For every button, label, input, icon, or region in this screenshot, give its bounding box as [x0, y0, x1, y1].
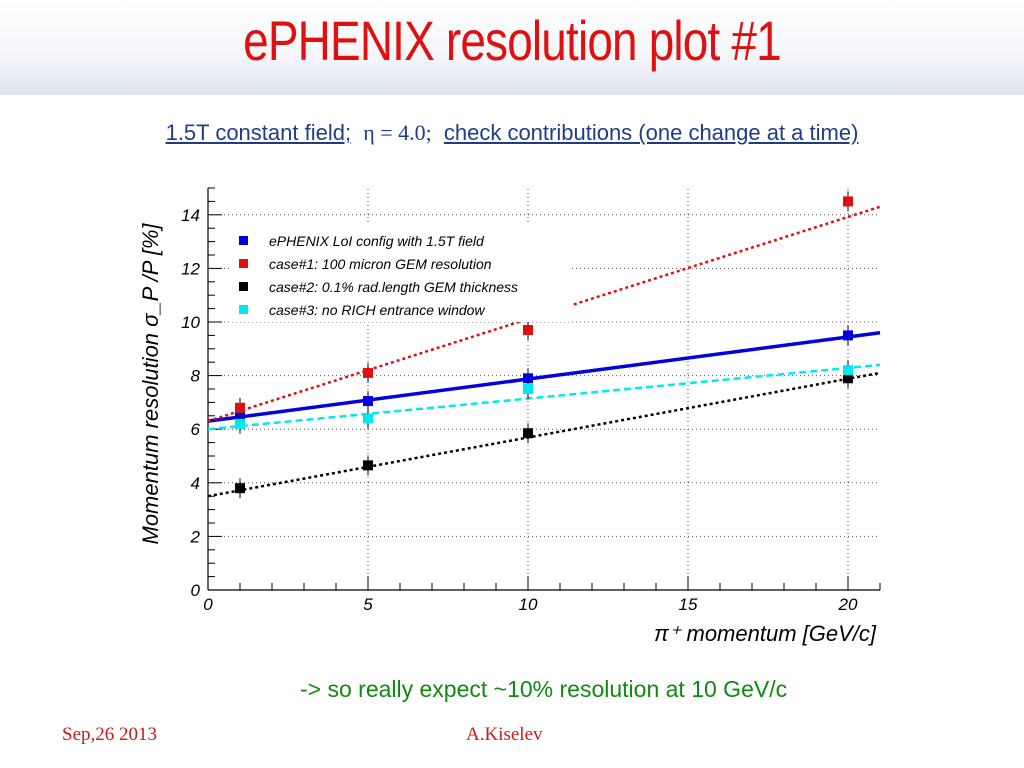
y-tick-label: 4	[191, 474, 200, 493]
data-point	[235, 418, 245, 429]
legend-marker	[239, 305, 248, 314]
slide-title: ePHENIX resolution plot #1	[243, 9, 782, 72]
x-tick-label: 10	[519, 595, 538, 614]
data-point	[523, 373, 533, 384]
legend-box	[232, 222, 572, 322]
y-tick-label: 8	[191, 367, 201, 386]
legend-label: case#2: 0.1% rad.length GEM thickness	[269, 279, 518, 295]
x-tick-label: 5	[363, 595, 373, 614]
data-point	[363, 460, 373, 471]
data-point	[523, 428, 533, 439]
y-tick-label: 14	[181, 206, 200, 225]
subtitle-eta: η = 4.0;	[363, 120, 432, 145]
footer-date: Sep,26 2013	[62, 724, 157, 745]
y-tick-label: 2	[190, 527, 201, 546]
y-tick-label: 10	[181, 313, 200, 332]
data-point	[235, 402, 245, 413]
x-axis-title: π⁺ momentum [GeV/c]	[654, 621, 877, 646]
data-point	[363, 396, 373, 407]
fit-line	[207, 371, 881, 498]
data-point	[843, 365, 853, 376]
legend-marker	[239, 259, 248, 268]
x-tick-label: 15	[679, 595, 698, 614]
footer-author: A.Kiselev	[466, 724, 543, 745]
data-point	[523, 384, 533, 394]
chart-legend: ePHENIX LoI config with 1.5T field case#1…	[232, 222, 572, 322]
chart-points	[235, 191, 853, 499]
chart-fit-lines	[207, 205, 881, 498]
data-point	[843, 330, 853, 341]
subtitle-prefix: 1.5T constant field;	[165, 120, 352, 145]
data-point	[523, 325, 533, 336]
y-tick-label: 12	[181, 259, 200, 278]
data-point	[843, 196, 853, 207]
x-tick-label: 0	[203, 595, 213, 614]
conclusion-text: -> so really expect ~10% resolution at 1…	[300, 676, 788, 702]
fit-line	[207, 363, 881, 431]
y-tick-label: 6	[191, 420, 201, 439]
legend-marker	[239, 282, 248, 291]
chart-axes	[207, 187, 881, 591]
legend-label: case#3: no RICH entrance window	[269, 302, 485, 318]
data-point	[363, 367, 373, 378]
legend-marker	[239, 236, 248, 245]
header-band	[0, 0, 1024, 95]
chart-axis-labels: 0 5 10 15 20 0 2 4 6 8 10 12 14 π⁺ momentum [GeV/c] Mo…	[138, 206, 877, 646]
fit-line	[207, 330, 881, 423]
x-tick-label: 20	[838, 595, 858, 614]
legend-label: case#1: 100 micron GEM resolution	[269, 256, 492, 272]
data-point	[235, 483, 245, 494]
subtitle-suffix: check contributions (one change at a tim…	[443, 120, 859, 145]
legend-label: ePHENIX LoI config with 1.5T field	[269, 233, 485, 249]
slide-subtitle: 1.5T constant field; η = 4.0; check cont…	[0, 120, 1024, 146]
data-point	[363, 413, 373, 424]
y-tick-label: 0	[191, 581, 201, 600]
y-axis-title: Momentum resolution σ_P /P [%]	[138, 223, 163, 545]
